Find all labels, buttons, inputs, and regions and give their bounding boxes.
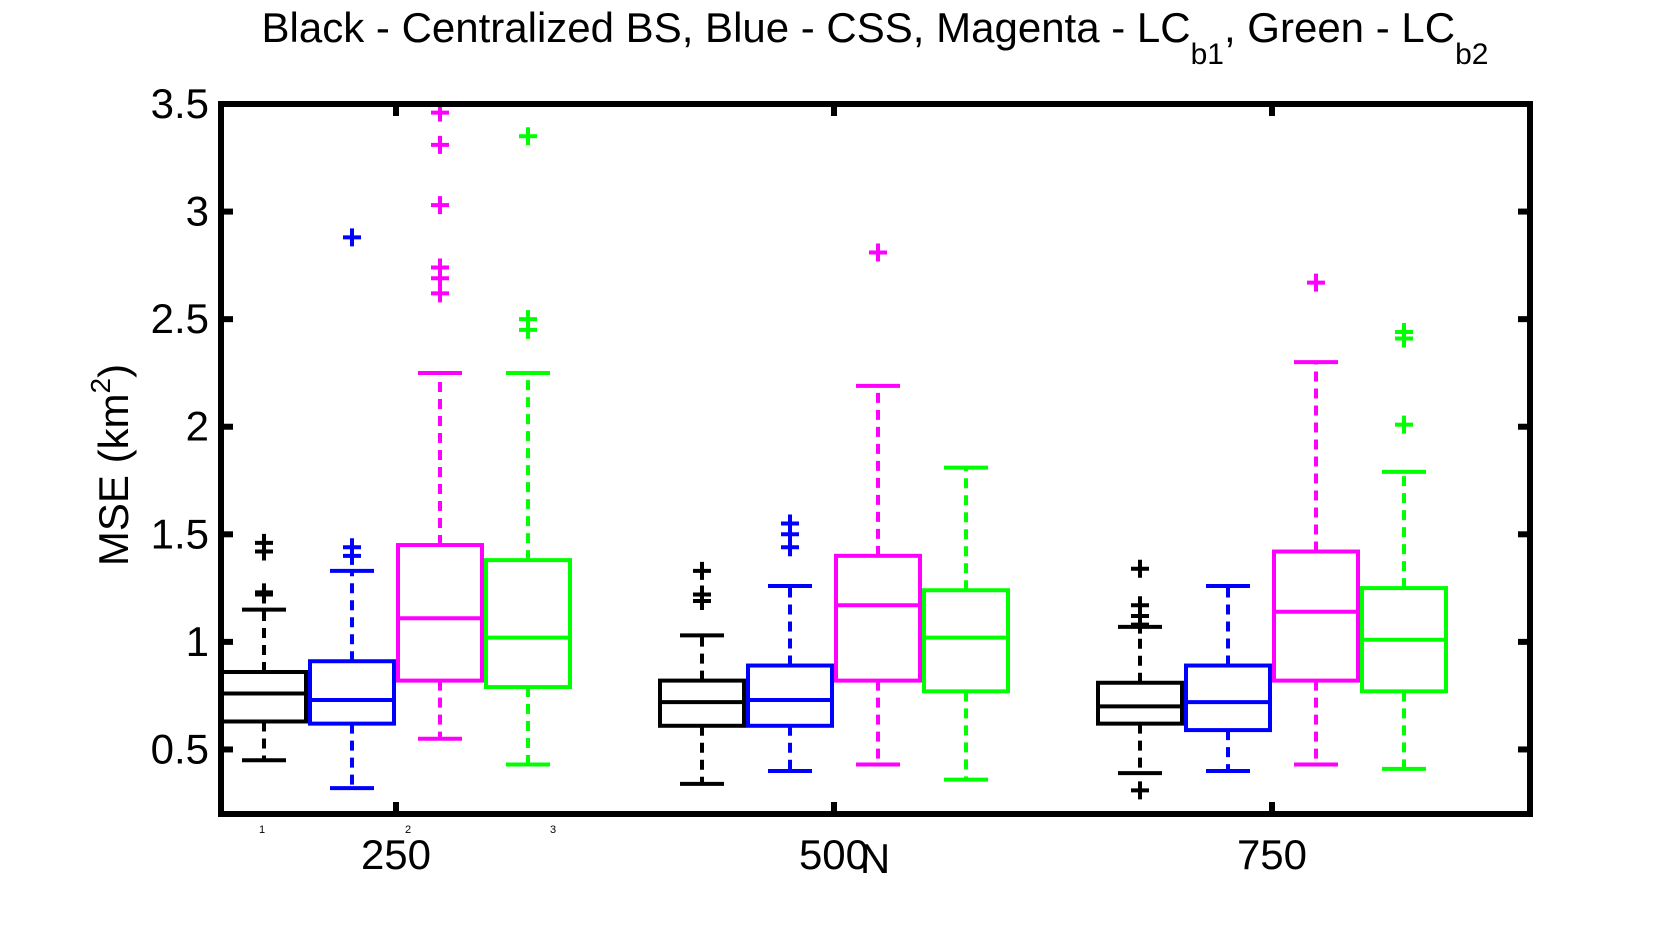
y-tick-label: 1.5 bbox=[151, 510, 209, 557]
minor-tick-label: 2 bbox=[405, 824, 411, 836]
outlier-marker bbox=[693, 585, 711, 604]
outlier-marker bbox=[1395, 323, 1413, 342]
outlier-marker bbox=[431, 258, 449, 277]
box-plot bbox=[834, 243, 922, 767]
outlier-marker bbox=[1131, 781, 1149, 800]
box-plot bbox=[1096, 559, 1184, 800]
chart-title-part: Black - Centralized BS, Blue - CSS, Mage… bbox=[262, 4, 1191, 51]
outlier-marker bbox=[255, 533, 273, 552]
box-plot bbox=[220, 533, 308, 763]
y-tick-label: 3.5 bbox=[151, 80, 209, 127]
y-axis-label: MSE (km2) bbox=[85, 364, 137, 566]
box-plot bbox=[1184, 583, 1272, 773]
chart-title-part: b2 bbox=[1455, 38, 1488, 71]
ticks-layer: 0.5 1 1.5 2 2.5 3 3.5 250 500 750 1 2 3 bbox=[151, 80, 1530, 878]
iqr-box bbox=[1272, 549, 1360, 683]
iqr-box bbox=[484, 558, 572, 690]
y-tick-label: 2 bbox=[186, 403, 209, 450]
x-axis-label: N bbox=[860, 835, 890, 882]
y-axis-label-end: ) bbox=[90, 364, 137, 378]
box-plot bbox=[1272, 273, 1360, 767]
y-tick-label: 2.5 bbox=[151, 295, 209, 342]
outlier-marker bbox=[519, 310, 537, 329]
outlier-marker bbox=[343, 228, 361, 247]
x-tick-label: 250 bbox=[361, 831, 431, 878]
chart-title: Black - Centralized BS, Blue - CSS, Mage… bbox=[262, 4, 1489, 71]
outlier-marker bbox=[431, 135, 449, 154]
box-plot bbox=[658, 561, 746, 786]
iqr-box bbox=[220, 670, 308, 724]
iqr-box bbox=[1096, 680, 1184, 726]
outlier-marker bbox=[255, 583, 273, 602]
y-tick-label: 1 bbox=[186, 618, 209, 665]
y-tick-label: 0.5 bbox=[151, 725, 209, 772]
iqr-box bbox=[1184, 663, 1272, 733]
x-tick-label: 750 bbox=[1237, 831, 1307, 878]
y-axis-label-sup: 2 bbox=[85, 378, 116, 394]
outlier-marker bbox=[343, 538, 361, 557]
iqr-box bbox=[834, 553, 922, 683]
iqr-box bbox=[396, 543, 484, 683]
chart-title-part: b1 bbox=[1191, 38, 1224, 71]
box-plot bbox=[396, 103, 484, 741]
iqr-box bbox=[922, 588, 1010, 694]
outlier-marker bbox=[1395, 415, 1413, 434]
chart-title-part: , Green - LC bbox=[1224, 4, 1455, 51]
outlier-marker bbox=[431, 284, 449, 303]
box-plot bbox=[484, 127, 572, 767]
iqr-box bbox=[308, 659, 396, 726]
outlier-marker bbox=[781, 514, 799, 533]
box-plot bbox=[308, 228, 396, 791]
outlier-marker bbox=[1307, 273, 1325, 292]
outlier-marker bbox=[693, 561, 711, 580]
boxes-layer bbox=[220, 103, 1448, 800]
box-plot bbox=[746, 514, 834, 773]
plot-frame bbox=[218, 101, 1533, 817]
minor-tick-label: 1 bbox=[259, 824, 265, 836]
minor-tick-label: 3 bbox=[550, 824, 556, 836]
box-plot bbox=[922, 465, 1010, 782]
outlier-marker bbox=[431, 196, 449, 215]
box-plot bbox=[1360, 323, 1448, 771]
outlier-marker bbox=[869, 243, 887, 262]
iqr-box bbox=[746, 663, 834, 728]
outlier-marker bbox=[1131, 596, 1149, 615]
y-axis-label-base: MSE (km bbox=[90, 393, 137, 566]
x-tick-label: 500 bbox=[799, 831, 869, 878]
outlier-marker bbox=[1131, 559, 1149, 578]
outlier-marker bbox=[519, 127, 537, 146]
y-tick-label: 3 bbox=[186, 188, 209, 235]
